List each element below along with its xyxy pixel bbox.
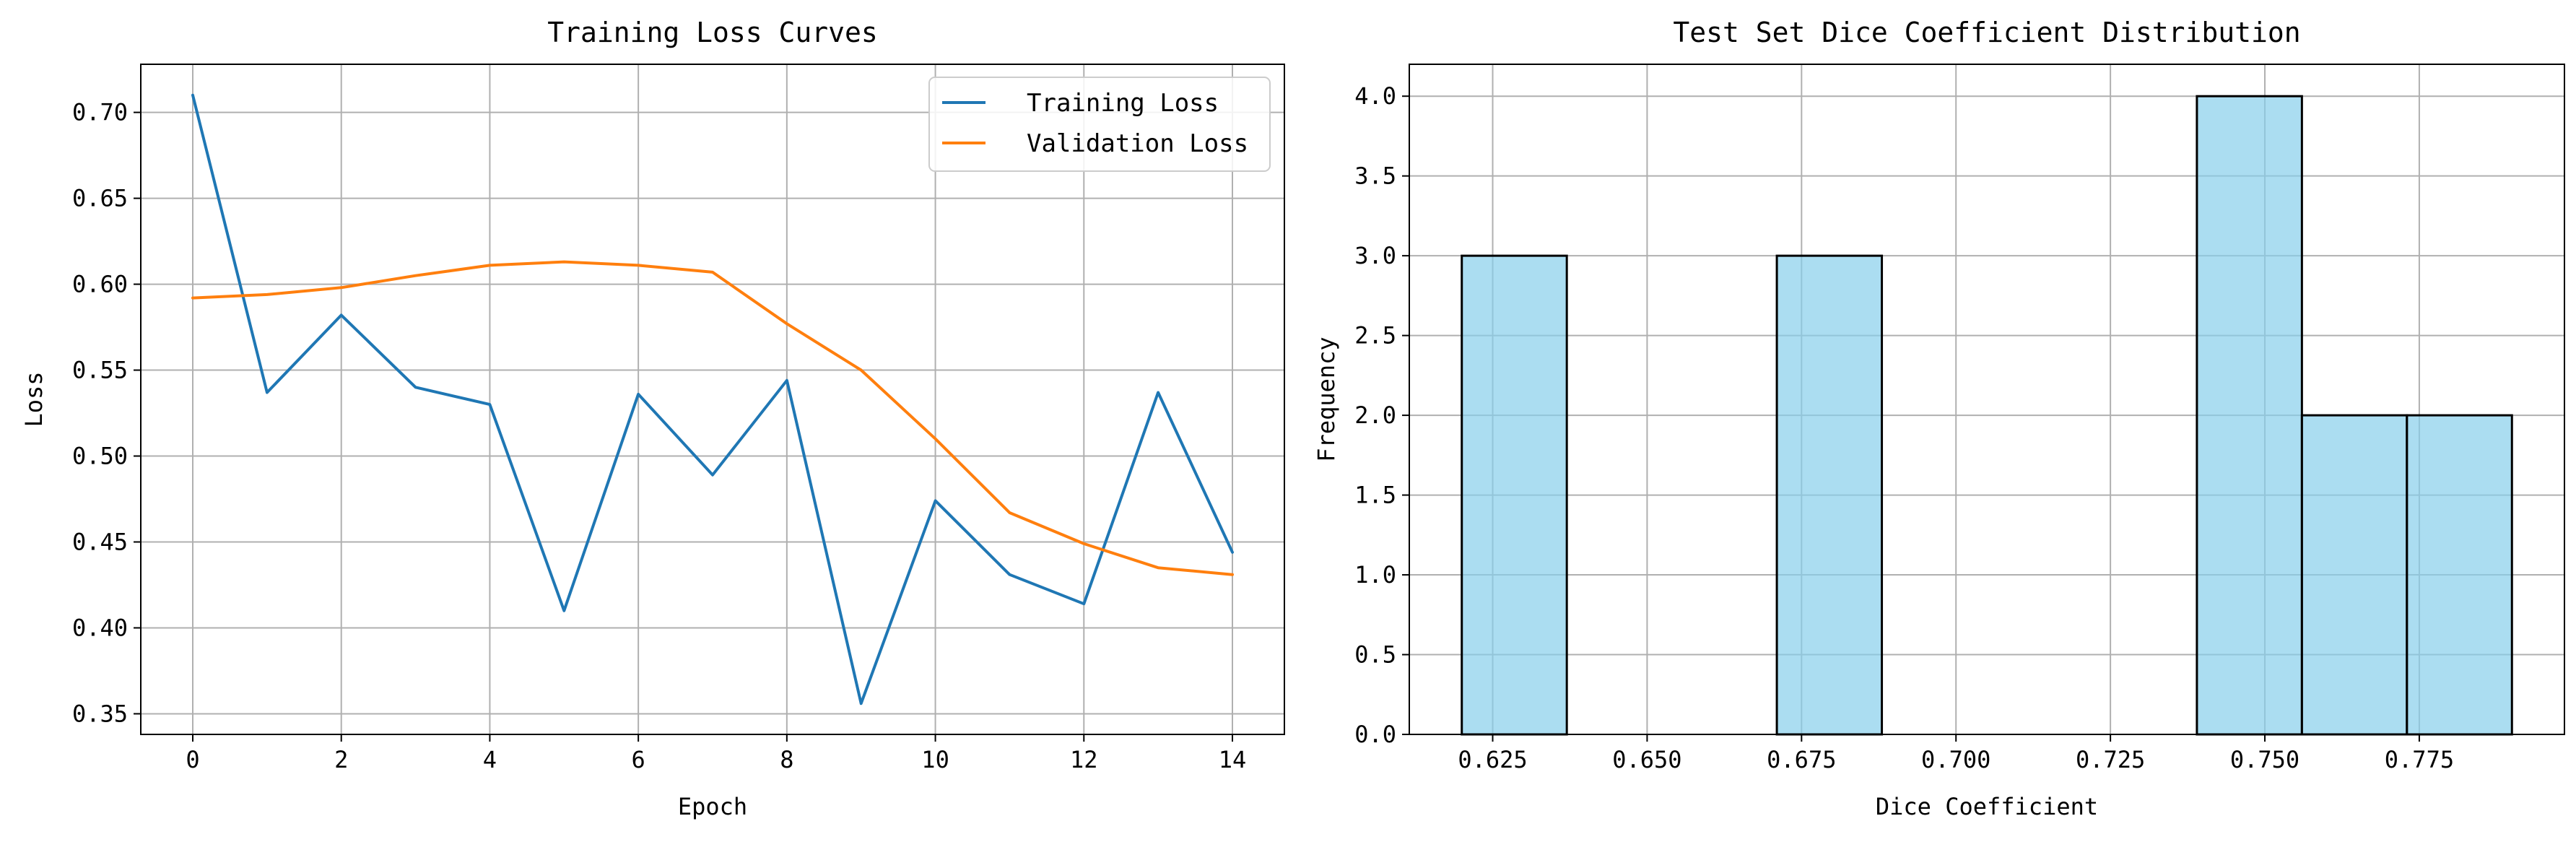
y-tick-label: 0.5 bbox=[1354, 641, 1396, 669]
x-tick-label: 2 bbox=[334, 746, 348, 773]
x-tick-label: 0.700 bbox=[1921, 746, 1990, 773]
x-tick-label: 4 bbox=[483, 746, 497, 773]
loss-chart-title: Training Loss Curves bbox=[547, 17, 878, 48]
x-tick-label: 6 bbox=[632, 746, 645, 773]
dice-histogram: Test Set Dice Coefficient Distribution 0… bbox=[1313, 17, 2565, 820]
series-line-training-loss bbox=[191, 93, 1234, 706]
y-tick-label: 3.0 bbox=[1354, 242, 1396, 269]
loss-chart-frame bbox=[140, 64, 1285, 735]
x-tick-label: 12 bbox=[1070, 746, 1098, 773]
histogram-bar bbox=[2196, 95, 2303, 736]
x-tick-label: 0.750 bbox=[2230, 746, 2299, 773]
legend-label-training: Training Loss bbox=[1027, 89, 1219, 118]
histogram-bar bbox=[2300, 414, 2409, 736]
y-tick-label: 0.60 bbox=[72, 271, 128, 298]
loss-chart-grid bbox=[141, 64, 1284, 734]
x-tick-label: 0.675 bbox=[1767, 746, 1836, 773]
dice-histogram-bars bbox=[1461, 95, 2513, 736]
y-tick-label: 2.5 bbox=[1354, 322, 1396, 350]
y-tick-label: 0.70 bbox=[72, 99, 128, 126]
dice-histogram-frame bbox=[1409, 64, 2565, 735]
dice-histogram-ticks: 0.625 0.650 0.675 0.700 0.725 0.750 0.775 0.0 0.… bbox=[1354, 82, 2454, 773]
histogram-bar bbox=[2406, 414, 2513, 736]
dice-histogram-title: Test Set Dice Coefficient Distribution bbox=[1673, 17, 2300, 48]
loss-chart-ylabel: Loss bbox=[20, 371, 48, 427]
x-tick-label: 0.775 bbox=[2385, 746, 2454, 773]
legend-box bbox=[928, 77, 1271, 172]
x-tick-label: 14 bbox=[1219, 746, 1247, 773]
y-tick-label: 0.45 bbox=[72, 528, 128, 555]
loss-chart-series bbox=[191, 93, 1234, 706]
y-tick-label: 1.5 bbox=[1354, 482, 1396, 509]
y-tick-label: 0.65 bbox=[72, 185, 128, 212]
y-tick-label: 0.40 bbox=[72, 614, 128, 641]
y-tick-label: 0.0 bbox=[1354, 721, 1396, 748]
dice-histogram-ylabel: Frequency bbox=[1313, 337, 1340, 461]
series-line-validation-loss bbox=[191, 260, 1234, 576]
y-tick-label: 4.0 bbox=[1354, 82, 1396, 110]
loss-chart-ticks: 0 2 4 6 8 10 12 14 0.35 0.40 0.45 0.50 0.55 0.60 0.65 0… bbox=[72, 99, 1246, 773]
y-tick-label: 0.55 bbox=[72, 357, 128, 384]
x-tick-label: 10 bbox=[921, 746, 949, 773]
x-tick-label: 0.725 bbox=[2076, 746, 2145, 773]
legend-label-validation: Validation Loss bbox=[1027, 129, 1248, 158]
dice-histogram-xlabel: Dice Coefficient bbox=[1876, 793, 2098, 820]
y-tick-label: 0.50 bbox=[72, 443, 128, 470]
histogram-bar bbox=[1461, 254, 1568, 736]
y-tick-label: 0.35 bbox=[72, 700, 128, 727]
y-tick-label: 2.0 bbox=[1354, 402, 1396, 429]
histogram-bar bbox=[1775, 254, 1884, 736]
y-tick-label: 1.0 bbox=[1354, 561, 1396, 589]
loss-chart-legend: Training Loss Validation Loss bbox=[928, 77, 1271, 172]
y-tick-label: 3.5 bbox=[1354, 162, 1396, 190]
x-tick-label: 0.625 bbox=[1458, 746, 1527, 773]
loss-chart: Training Loss Curves 0 2 4 6 8 10 12 14 0.35 0.40… bbox=[20, 17, 1285, 820]
x-tick-label: 0 bbox=[186, 746, 199, 773]
x-tick-label: 8 bbox=[780, 746, 793, 773]
x-tick-label: 0.650 bbox=[1612, 746, 1681, 773]
loss-chart-xlabel: Epoch bbox=[678, 793, 747, 820]
